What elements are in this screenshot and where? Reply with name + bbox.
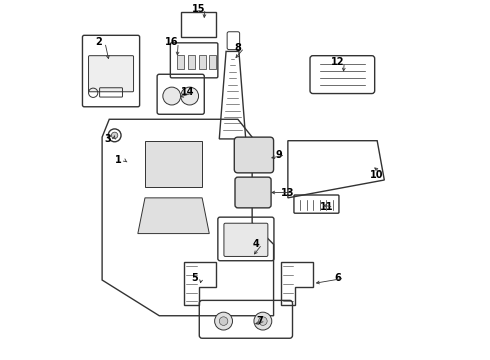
Bar [209, 55, 217, 69]
Circle shape [220, 317, 228, 325]
Text: 12: 12 [331, 57, 344, 67]
Text: 1: 1 [115, 156, 122, 165]
Text: 13: 13 [281, 188, 294, 198]
Circle shape [111, 132, 118, 139]
Text: 7: 7 [256, 316, 263, 326]
Bar [188, 55, 195, 69]
Text: 15: 15 [192, 4, 205, 14]
Bar [177, 55, 184, 69]
Text: 6: 6 [335, 273, 341, 283]
Circle shape [215, 312, 232, 330]
FancyBboxPatch shape [235, 177, 271, 208]
Text: 2: 2 [95, 37, 102, 48]
Text: 16: 16 [165, 37, 178, 48]
FancyBboxPatch shape [224, 223, 268, 256]
Text: 10: 10 [370, 170, 384, 180]
Text: 8: 8 [234, 43, 241, 53]
Circle shape [254, 312, 272, 330]
Text: 11: 11 [320, 202, 334, 212]
Text: 3: 3 [104, 134, 111, 144]
Text: 4: 4 [252, 239, 259, 249]
Bar [198, 55, 206, 69]
FancyBboxPatch shape [89, 56, 134, 92]
Circle shape [259, 317, 267, 325]
Text: 9: 9 [275, 150, 282, 160]
Polygon shape [145, 141, 202, 187]
FancyBboxPatch shape [234, 137, 273, 173]
Text: 5: 5 [192, 273, 198, 283]
Circle shape [163, 87, 181, 105]
Circle shape [181, 87, 198, 105]
Polygon shape [138, 198, 209, 234]
Text: 14: 14 [181, 87, 195, 98]
